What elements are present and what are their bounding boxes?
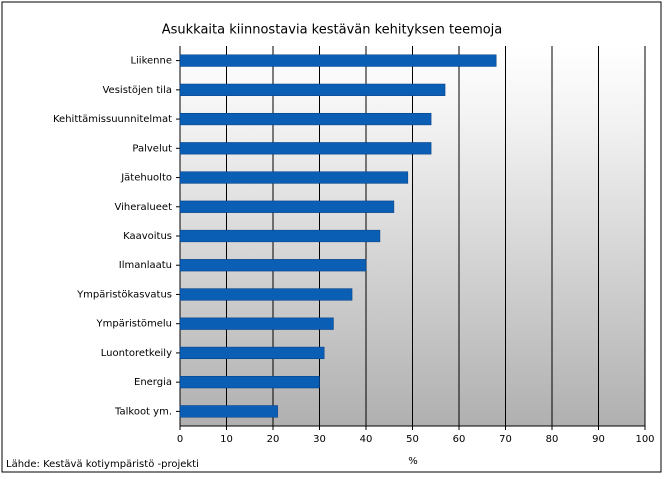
y-tick-label: Vesistöjen tila [102,85,172,96]
y-tick-label: Palvelut [132,143,172,154]
bar [179,229,381,243]
y-tick-label: Luontoretkeily [101,348,172,359]
bar [179,83,446,96]
y-tick-label: Kehittämissuunnitelmat [53,114,172,125]
x-tick-label: 0 [177,434,183,445]
x-tick-label: 10 [220,434,233,445]
bar [179,376,320,389]
x-tick-label: 60 [453,434,466,445]
bar [179,112,432,126]
bar [179,346,325,360]
y-tick-label: Energia [134,377,172,388]
bar [179,317,334,330]
bar [179,288,353,301]
source: Lähde: Kestävä kotiympäristö -projekti [6,459,199,470]
bar [179,405,278,418]
x-tick-label: 30 [313,434,326,445]
x-tick-label: 50 [406,434,419,445]
x-tick-label: 20 [267,434,280,445]
y-tick-label: Ympäristökasvatus [76,289,172,300]
x-tick-label: 80 [546,434,559,445]
y-tick-label: Liikenne [130,56,172,67]
y-tick-label: Viheralueet [115,202,173,213]
bar [179,171,409,184]
bar [179,142,432,155]
bar [179,54,497,67]
y-tick-label: Ympäristömelu [96,319,172,330]
y-tick-label: Kaavoitus [123,231,172,242]
x-tick-label: 70 [499,434,512,445]
y-tick-label: Talkoot ym. [114,406,172,417]
y-tick-label: Jätehuolto [120,173,172,184]
x-axis-label: % [408,456,418,467]
x-tick-label: 100 [635,434,654,445]
bar [179,259,367,272]
y-tick-label: Ilmanlaatu [119,260,172,271]
chart-title: Asukkaita kiinnostavia kestävän kehityks… [162,23,503,38]
bar [179,200,395,213]
x-tick-label: 40 [360,434,373,445]
x-tick-label: 90 [592,434,605,445]
